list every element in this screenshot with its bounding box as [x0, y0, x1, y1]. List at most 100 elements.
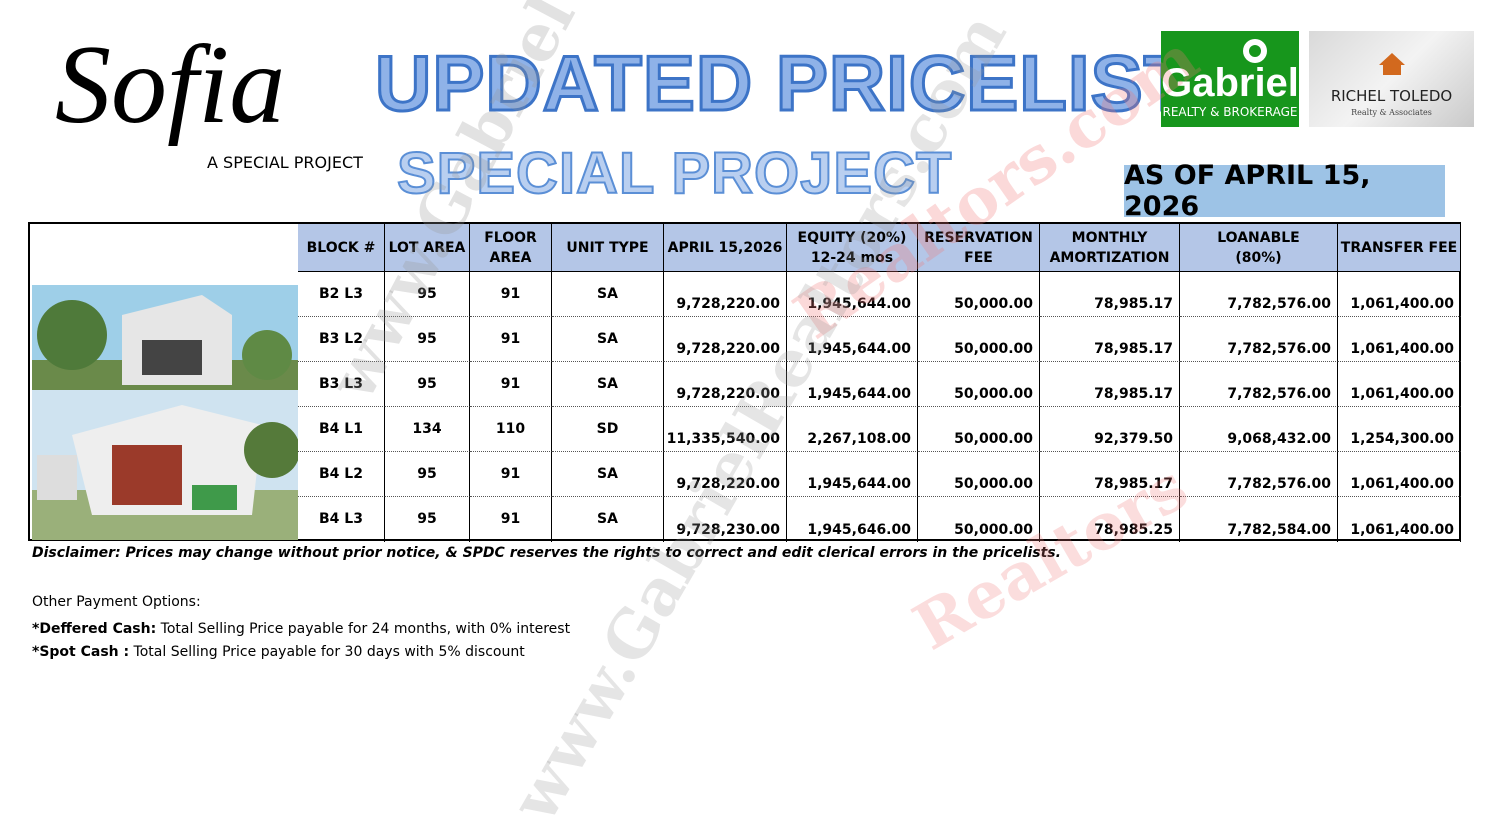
header-text: AMORTIZATION	[1049, 249, 1170, 266]
cell-text: 1,945,644.00	[807, 296, 911, 312]
cell-text: 1,945,644.00	[807, 386, 911, 402]
header-text: UNIT TYPE	[566, 239, 649, 256]
table-cell: 1,061,400.00	[1338, 452, 1461, 497]
logo-tagline: A SPECIAL PROJECT	[207, 153, 363, 172]
cell-text: B3 L2	[319, 331, 363, 347]
cell-text: 78,985.17	[1094, 341, 1173, 357]
header-text: 12-24 mos	[810, 249, 894, 266]
cell-text: 91	[500, 286, 521, 302]
cell-text: 78,985.17	[1094, 386, 1173, 402]
payment-option: *Deffered Cash: Total Selling Price paya…	[32, 618, 570, 641]
header-cell: UNIT TYPE	[552, 224, 664, 272]
cell-text: 50,000.00	[954, 341, 1033, 357]
page: Sofia A SPECIAL PROJECT UPDATED PRICELIS…	[28, 0, 1474, 834]
table-cell: 9,068,432.00	[1180, 407, 1338, 452]
header-cell: RESERVATION FEE	[918, 224, 1040, 272]
header-text: (80%)	[1235, 249, 1282, 266]
table-cell: B4 L2	[298, 452, 385, 497]
table-cell: 1,945,644.00	[787, 452, 918, 497]
cell-text: 95	[417, 286, 437, 302]
table-cell: SA	[552, 362, 664, 407]
table-cell: 134	[385, 407, 470, 452]
logo-icon	[1379, 53, 1405, 75]
table-cell: 7,782,576.00	[1180, 452, 1338, 497]
cell-text: 50,000.00	[954, 431, 1033, 447]
table-cell: 1,061,400.00	[1338, 497, 1461, 542]
table-cell: 92,379.50	[1040, 407, 1180, 452]
table-cell: 7,782,584.00	[1180, 497, 1338, 542]
header-text: BLOCK #	[306, 239, 376, 256]
cell-text: 50,000.00	[954, 386, 1033, 402]
table-cell: 9,728,230.00	[664, 497, 787, 542]
table-cell: 78,985.17	[1040, 317, 1180, 362]
table-cell: 1,945,644.00	[787, 362, 918, 407]
cell-text: B4 L3	[319, 511, 363, 527]
payment-option: *Spot Cash : Total Selling Price payable…	[32, 641, 570, 664]
title: UPDATED PRICELIST	[373, 38, 1193, 129]
cell-text: 1,061,400.00	[1350, 476, 1454, 492]
cell-text: 95	[417, 376, 437, 392]
table-cell: B3 L2	[298, 317, 385, 362]
table-cell: 7,782,576.00	[1180, 317, 1338, 362]
table-cell: 50,000.00	[918, 452, 1040, 497]
logo-icon	[1243, 39, 1267, 63]
header-cell: TRANSFER FEE	[1338, 224, 1461, 272]
cell-text: SA	[597, 466, 618, 482]
table-cell: 1,061,400.00	[1338, 362, 1461, 407]
cell-text: 2,267,108.00	[807, 431, 911, 447]
cell-text: 9,728,220.00	[676, 476, 780, 492]
table-cell: 95	[385, 497, 470, 542]
header-text: FEE	[964, 249, 993, 266]
header-text: RESERVATION	[924, 229, 1033, 246]
cell-text: B3 L3	[319, 376, 363, 392]
cell-text: SD	[596, 421, 619, 437]
header-text: APRIL 15,2026	[667, 239, 783, 256]
cell-text: 9,728,220.00	[676, 341, 780, 357]
cell-text: 110	[495, 421, 526, 437]
cell-text: SA	[597, 331, 618, 347]
cell-text: B2 L3	[319, 286, 363, 302]
cell-text: 9,728,230.00	[676, 522, 780, 538]
cell-text: 91	[500, 376, 521, 392]
cell-text: 95	[417, 466, 437, 482]
cell-text: 1,061,400.00	[1350, 386, 1454, 402]
table-cell: 91	[470, 452, 552, 497]
table-cell: 50,000.00	[918, 317, 1040, 362]
table-cell: 2,267,108.00	[787, 407, 918, 452]
table-cell: 9,728,220.00	[664, 272, 787, 317]
table-cell: B4 L1	[298, 407, 385, 452]
broker-name: Gabriel	[1161, 61, 1299, 105]
payment-heading: Other Payment Options:	[32, 594, 201, 610]
header-text: LOANABLE	[1217, 229, 1300, 246]
table-cell: 78,985.25	[1040, 497, 1180, 542]
table-cell: 91	[470, 317, 552, 362]
cell-text: 1,061,400.00	[1350, 296, 1454, 312]
table-cell: 78,985.17	[1040, 272, 1180, 317]
cell-text: 9,728,220.00	[676, 386, 780, 402]
table-cell: 1,061,400.00	[1338, 272, 1461, 317]
cell-text: 50,000.00	[954, 476, 1033, 492]
option-text: Total Selling Price payable for 24 month…	[156, 621, 571, 637]
date-box: AS OF APRIL 15, 2026	[1124, 160, 1445, 222]
table-cell: 9,728,220.00	[664, 362, 787, 407]
cell-text: 78,985.17	[1094, 296, 1173, 312]
subtitle: SPECIAL PROJECT	[396, 140, 953, 207]
table-cell: SA	[552, 272, 664, 317]
cell-text: 9,068,432.00	[1227, 431, 1331, 447]
cell-text: 9,728,220.00	[676, 296, 780, 312]
table-cell: 1,945,644.00	[787, 317, 918, 362]
header-cell: BLOCK #	[298, 224, 385, 272]
table-cell: 50,000.00	[918, 362, 1040, 407]
header-cell: LOANABLE (80%)	[1180, 224, 1338, 272]
cell-text: 78,985.25	[1094, 522, 1173, 538]
broker-name: RICHEL TOLEDO	[1330, 87, 1453, 105]
header-text: MONTHLY	[1071, 229, 1148, 246]
table-cell: 7,782,576.00	[1180, 272, 1338, 317]
cell-text: 7,782,576.00	[1227, 296, 1331, 312]
header-text: EQUITY (20%)	[797, 229, 907, 246]
table-cell: 1,061,400.00	[1338, 317, 1461, 362]
header-cell: APRIL 15,2026	[664, 224, 787, 272]
table-cell: 9,728,220.00	[664, 317, 787, 362]
header-text: TRANSFER FEE	[1340, 239, 1458, 256]
option-label: *Deffered Cash:	[32, 621, 157, 637]
